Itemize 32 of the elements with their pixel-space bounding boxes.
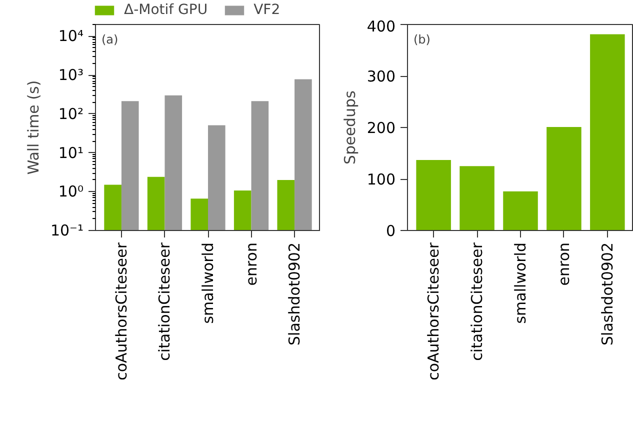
x-tick-label: coAuthorsCiteseer bbox=[424, 242, 443, 380]
y-tick-label: 10² bbox=[58, 104, 84, 123]
bar bbox=[503, 191, 538, 230]
annotation: (b) bbox=[414, 32, 430, 46]
x-tick-label: coAuthorsCiteseer bbox=[112, 242, 130, 380]
bar bbox=[546, 126, 582, 230]
x-tick-label: smallworld bbox=[199, 242, 217, 324]
legend-label: Δ-Motif GPU bbox=[124, 2, 208, 18]
x-tick-label: enron bbox=[554, 242, 573, 286]
bar bbox=[590, 34, 625, 230]
y-tick-label: 10¹ bbox=[58, 144, 84, 162]
y-tick-label: 0 bbox=[386, 222, 396, 240]
x-tick-label: citationCiteseer bbox=[468, 242, 486, 361]
bar bbox=[416, 160, 451, 230]
y-axis-title: Wall time (s) bbox=[24, 80, 42, 175]
y-tick-label: 200 bbox=[366, 119, 396, 137]
y-tick-label: 10⁰ bbox=[58, 182, 84, 201]
y-tick-label: 100 bbox=[366, 170, 396, 188]
y-tick-label: 300 bbox=[366, 68, 396, 86]
y-tick-label: 400 bbox=[366, 18, 396, 36]
x-tick-label: Slashdot0902 bbox=[598, 242, 616, 346]
legend-label: VF2 bbox=[254, 2, 280, 18]
bar bbox=[460, 166, 494, 230]
x-tick-label: smallworld bbox=[512, 242, 530, 324]
x-tick-label: Slashdot0902 bbox=[286, 242, 304, 346]
x-tick-label: citationCiteseer bbox=[156, 242, 174, 361]
y-tick-label: 10⁻¹ bbox=[50, 222, 84, 240]
annotation: (a) bbox=[102, 32, 118, 46]
y-tick-label: 10⁴ bbox=[58, 27, 84, 46]
x-tick-label: enron bbox=[242, 242, 260, 286]
y-axis-title: Speedups bbox=[340, 90, 359, 164]
y-tick-label: 10³ bbox=[58, 66, 84, 84]
